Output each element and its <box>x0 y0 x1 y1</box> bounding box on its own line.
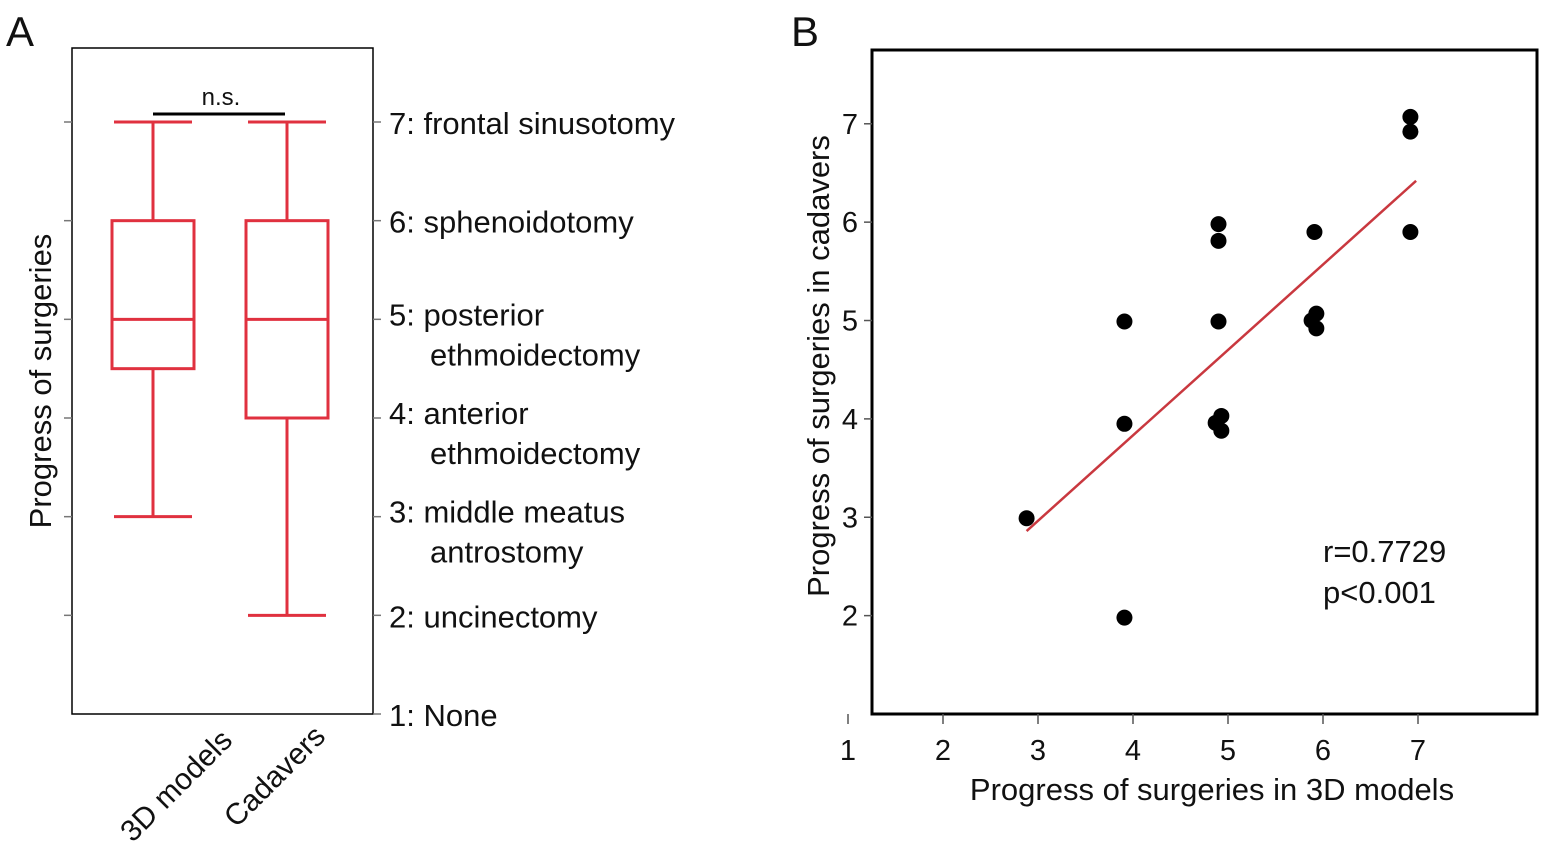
surgery-level-label: 2: uncinectomy <box>389 599 598 634</box>
scatter-point <box>1116 609 1133 626</box>
correlation-coefficient: r=0.7729 <box>1323 534 1446 569</box>
scatter-point <box>1116 415 1133 432</box>
scatter-point <box>1213 407 1230 424</box>
surgery-level-label: 5: posterior <box>389 297 544 332</box>
scatter-y-tick-label: 4 <box>842 404 858 436</box>
scatter-x-tick-label: 6 <box>1315 735 1331 767</box>
significance-label: n.s. <box>202 84 241 111</box>
scatter-point <box>1210 216 1227 233</box>
box-plot-frame <box>71 47 374 715</box>
box-plot-category-label: Cadavers <box>218 720 332 834</box>
scatter-x-tick-label: 2 <box>935 735 951 767</box>
scatter-point <box>1308 320 1325 337</box>
box-plot-category-label: 3D models <box>114 724 239 849</box>
scatter-x-tick-label: 5 <box>1220 735 1236 767</box>
scatter-point <box>1402 123 1419 140</box>
scatter-point <box>1210 313 1227 330</box>
scatter-x-tick-label: 4 <box>1125 735 1141 767</box>
regression-line <box>1025 179 1417 532</box>
scatter-y-tick-label: 2 <box>842 601 858 633</box>
surgery-level-label: 7: frontal sinusotomy <box>389 106 676 141</box>
scatter-point <box>1402 223 1419 240</box>
scatter-y-axis-label: Progress of surgeries in cadavers <box>801 135 836 597</box>
scatter-point <box>1116 313 1133 330</box>
surgery-level-label: ethmoidectomy <box>430 436 641 471</box>
surgery-level-label: 6: sphenoidotomy <box>389 205 634 240</box>
surgery-level-label: antrostomy <box>430 535 584 570</box>
surgery-level-labels: 7: frontal sinusotomy 6: sphenoidotomy 5: … <box>389 106 676 733</box>
scatter-x-tick-label: 3 <box>1030 735 1046 767</box>
scatter-point <box>1018 510 1035 527</box>
panel-b: B 1 2 3 4 5 6 7 2 3 4 5 6 7 Progress of surgeries i… <box>791 8 1539 807</box>
scatter-points <box>1018 108 1419 626</box>
scatter-x-tick-label: 1 <box>840 735 856 767</box>
scatter-plot-frame <box>870 48 1539 716</box>
surgery-level-label: 4: anterior <box>389 396 529 431</box>
p-value: p<0.001 <box>1323 575 1436 610</box>
scatter-point <box>1213 422 1230 439</box>
scatter-x-tick-label: 7 <box>1410 735 1426 767</box>
scatter-point <box>1210 232 1227 249</box>
panel-label-b: B <box>791 8 819 55</box>
scatter-y-tick-label: 3 <box>842 502 858 534</box>
scatter-y-tick-label: 6 <box>842 207 858 239</box>
scatter-x-axis-label: Progress of surgeries in 3D models <box>970 772 1454 807</box>
surgery-level-label: 1: None <box>389 698 498 733</box>
box-plot-y-axis-label: Progress of surgeries <box>23 234 58 529</box>
box-plot-y-ticks <box>64 121 381 715</box>
box-iqr <box>110 219 196 371</box>
scatter-point <box>1306 223 1323 240</box>
surgery-level-label: 3: middle meatus <box>389 495 625 530</box>
box-plot-boxes <box>110 120 330 617</box>
scatter-y-tick-label: 5 <box>842 306 858 338</box>
scatter-y-tick-label: 7 <box>842 109 858 141</box>
scatter-y-ticks: 2 3 4 5 6 7 <box>842 109 872 633</box>
scatter-point <box>1402 108 1419 125</box>
panel-a: A Progress of surgeries n.s. 7: frontal … <box>6 8 676 848</box>
panel-label-a: A <box>6 8 34 55</box>
surgery-level-label: ethmoidectomy <box>430 337 641 372</box>
scatter-point <box>1308 305 1325 322</box>
scatter-x-ticks: 1 2 3 4 5 6 7 <box>840 714 1426 767</box>
